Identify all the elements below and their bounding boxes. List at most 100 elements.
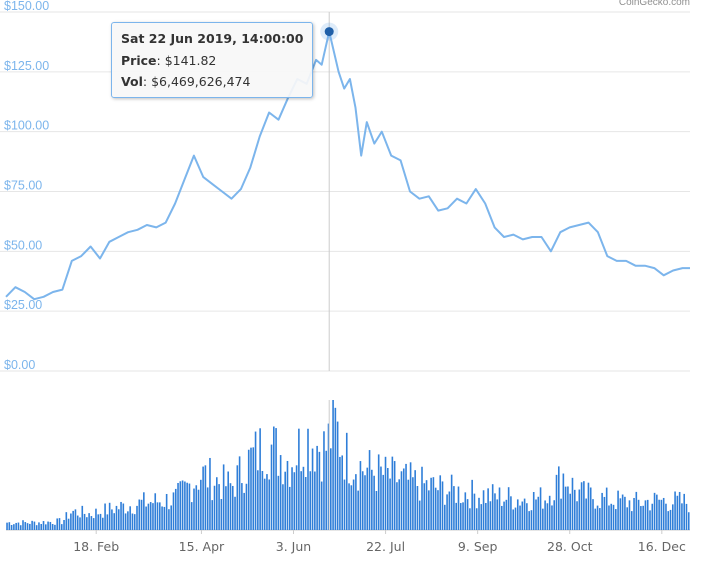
volume-bar bbox=[542, 508, 544, 530]
x-tick-label: 9. Sep bbox=[458, 539, 498, 554]
volume-bar bbox=[482, 490, 485, 530]
volume-bar bbox=[15, 522, 17, 530]
volume-bar bbox=[428, 490, 430, 530]
volume-bar bbox=[316, 445, 318, 530]
volume-bar bbox=[546, 503, 549, 530]
volume-bar bbox=[350, 485, 353, 530]
volume-bar bbox=[450, 474, 453, 530]
volume-bar bbox=[603, 496, 606, 530]
volume-bar bbox=[375, 491, 378, 530]
volume-bar bbox=[564, 486, 567, 530]
volume-bar bbox=[327, 423, 330, 530]
volume-bar bbox=[154, 493, 157, 530]
volume-bar bbox=[184, 481, 186, 530]
volume-bar bbox=[393, 461, 396, 530]
volume-bar bbox=[578, 489, 581, 530]
volume-bar bbox=[92, 518, 95, 530]
tooltip-price-label: Price bbox=[121, 53, 157, 68]
volume-bar bbox=[309, 471, 312, 530]
volume-bar bbox=[651, 503, 654, 530]
volume-bar bbox=[22, 520, 24, 530]
volume-bar bbox=[361, 471, 364, 530]
volume-bar bbox=[528, 511, 530, 530]
volume-bar bbox=[33, 521, 36, 530]
volume-bar bbox=[510, 496, 512, 530]
volume-bar bbox=[512, 509, 514, 530]
volume-bar bbox=[469, 508, 471, 530]
volume-bar bbox=[583, 481, 585, 530]
volume-bar bbox=[90, 516, 93, 530]
volume-bar bbox=[252, 447, 255, 530]
volume-bar bbox=[161, 506, 163, 530]
volume-bar bbox=[640, 506, 642, 530]
volume-bar bbox=[243, 492, 245, 530]
volume-bar bbox=[284, 471, 286, 530]
volume-bar bbox=[341, 455, 343, 530]
volume-bar bbox=[658, 499, 660, 530]
volume-bar bbox=[653, 492, 656, 530]
volume-bar bbox=[605, 487, 608, 530]
volume-bar bbox=[548, 495, 551, 530]
volume-bar bbox=[83, 513, 86, 530]
volume-bar bbox=[523, 498, 526, 530]
tooltip-vol-value: $6,469,626,474 bbox=[151, 74, 251, 89]
volume-bar bbox=[250, 447, 252, 530]
volume-bar bbox=[49, 521, 52, 530]
volume-bar bbox=[389, 478, 391, 530]
volume-bar bbox=[241, 483, 243, 530]
volume-bar bbox=[599, 508, 601, 530]
volume-bar bbox=[560, 498, 562, 530]
volume-bar bbox=[656, 494, 658, 530]
volume-bar bbox=[58, 518, 61, 530]
volume-bar bbox=[38, 522, 40, 530]
volume-bar bbox=[608, 505, 610, 530]
volume-bar bbox=[473, 493, 476, 530]
highlight-point bbox=[324, 27, 334, 37]
volume-bar bbox=[165, 493, 168, 530]
volume-bar bbox=[152, 503, 154, 530]
volume-bar bbox=[562, 473, 565, 530]
credit-label[interactable]: CoinGecko.com bbox=[618, 0, 690, 8]
volume-bar bbox=[129, 506, 131, 530]
volume-bar bbox=[516, 499, 519, 530]
volume-bar bbox=[669, 509, 672, 530]
volume-bar bbox=[204, 465, 207, 530]
volume-bar bbox=[288, 486, 291, 530]
volume-bar bbox=[391, 456, 394, 530]
volume-bar bbox=[489, 501, 492, 530]
volume-bar bbox=[307, 428, 309, 530]
volume-bar bbox=[163, 506, 166, 530]
volume-bar bbox=[254, 431, 257, 530]
y-tick-label: $25.00 bbox=[4, 298, 42, 312]
volume-bar bbox=[72, 510, 74, 530]
volume-bar bbox=[343, 479, 346, 530]
volume-bar bbox=[225, 486, 227, 530]
volume-bar bbox=[291, 467, 293, 530]
volume-bar bbox=[314, 471, 316, 530]
volume-bar bbox=[405, 463, 407, 530]
volume-bar bbox=[619, 498, 622, 530]
volume-bar bbox=[229, 483, 232, 530]
volume-bar bbox=[190, 502, 193, 530]
volume-bar bbox=[434, 487, 437, 530]
volume-bar bbox=[279, 455, 282, 530]
volume-bar bbox=[8, 522, 11, 530]
volume-bar bbox=[592, 499, 594, 530]
volume-bar bbox=[475, 508, 478, 530]
volume-bar bbox=[416, 486, 419, 530]
volume-bar bbox=[133, 514, 136, 530]
volume-bar bbox=[29, 523, 31, 530]
volume-bar bbox=[54, 524, 56, 530]
volume-bar bbox=[377, 454, 380, 530]
volume-bar bbox=[318, 451, 321, 530]
volume-bar bbox=[521, 501, 524, 530]
volume-bar bbox=[193, 488, 195, 530]
volume-bar bbox=[498, 487, 501, 530]
volume-bar bbox=[596, 505, 599, 530]
volume-bar bbox=[247, 449, 250, 530]
volume-bar bbox=[480, 504, 483, 530]
volume-bar bbox=[409, 462, 412, 530]
volume-bar bbox=[124, 513, 127, 530]
volume-bar bbox=[580, 482, 583, 530]
